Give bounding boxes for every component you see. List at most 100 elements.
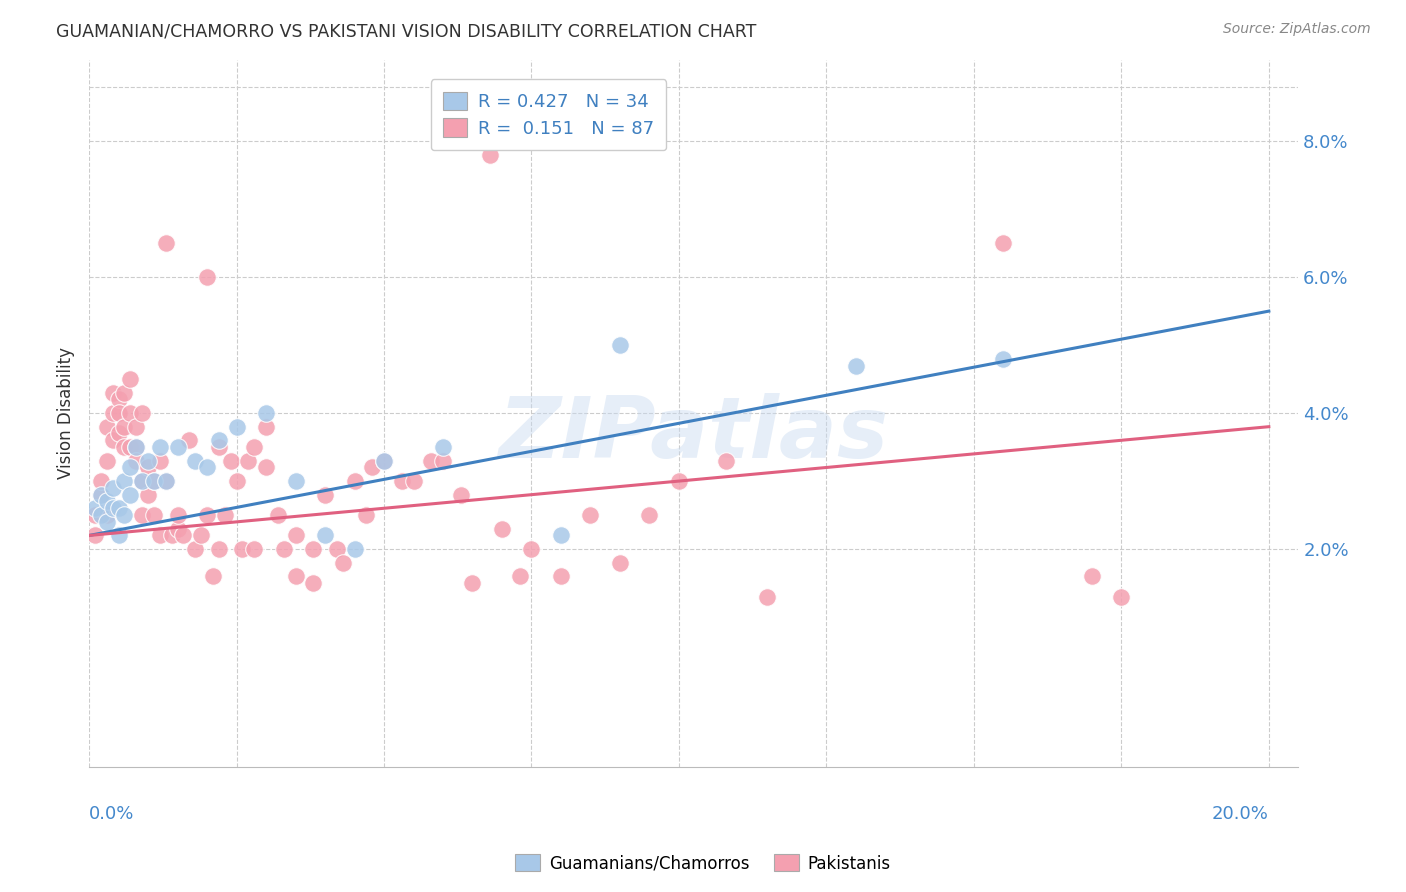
Point xyxy=(149,453,172,467)
Point xyxy=(638,508,661,522)
Point xyxy=(172,528,194,542)
Point xyxy=(432,440,454,454)
Point xyxy=(273,542,295,557)
Point xyxy=(284,569,307,583)
Text: GUAMANIAN/CHAMORRO VS PAKISTANI VISION DISABILITY CORRELATION CHART: GUAMANIAN/CHAMORRO VS PAKISTANI VISION D… xyxy=(56,22,756,40)
Point xyxy=(208,542,231,557)
Point xyxy=(131,508,153,522)
Point xyxy=(609,338,631,352)
Point xyxy=(190,528,212,542)
Point xyxy=(90,488,112,502)
Point xyxy=(491,522,513,536)
Point xyxy=(114,508,136,522)
Point xyxy=(84,508,107,522)
Point xyxy=(195,270,218,285)
Legend: Guamanians/Chamorros, Pakistanis: Guamanians/Chamorros, Pakistanis xyxy=(509,847,897,880)
Point xyxy=(90,474,112,488)
Point xyxy=(373,453,395,467)
Point xyxy=(201,569,224,583)
Point xyxy=(243,440,266,454)
Point xyxy=(136,460,159,475)
Point xyxy=(101,501,124,516)
Point xyxy=(714,453,737,467)
Point xyxy=(254,419,277,434)
Point xyxy=(96,508,118,522)
Point xyxy=(373,453,395,467)
Point xyxy=(402,474,425,488)
Point xyxy=(125,440,148,454)
Point xyxy=(993,351,1015,366)
Point xyxy=(166,508,188,522)
Point xyxy=(114,385,136,400)
Point xyxy=(314,488,336,502)
Point xyxy=(267,508,290,522)
Point xyxy=(461,576,484,591)
Point xyxy=(107,426,129,441)
Point xyxy=(579,508,602,522)
Point xyxy=(107,406,129,420)
Point xyxy=(450,488,472,502)
Text: 0.0%: 0.0% xyxy=(89,805,135,823)
Point xyxy=(90,508,112,522)
Point xyxy=(219,453,242,467)
Point xyxy=(179,434,201,448)
Point xyxy=(356,508,378,522)
Point xyxy=(131,474,153,488)
Point xyxy=(120,406,142,420)
Point xyxy=(149,440,172,454)
Point xyxy=(845,359,868,373)
Point xyxy=(101,406,124,420)
Point xyxy=(96,515,118,529)
Point xyxy=(142,474,165,488)
Point xyxy=(208,440,231,454)
Point xyxy=(343,474,366,488)
Point xyxy=(155,236,177,251)
Point xyxy=(101,385,124,400)
Point xyxy=(284,528,307,542)
Point xyxy=(214,508,236,522)
Point xyxy=(668,474,690,488)
Point xyxy=(550,528,572,542)
Point xyxy=(136,488,159,502)
Point xyxy=(302,542,325,557)
Text: 20.0%: 20.0% xyxy=(1212,805,1268,823)
Point xyxy=(90,488,112,502)
Point xyxy=(243,542,266,557)
Point xyxy=(125,453,148,467)
Point xyxy=(107,392,129,407)
Text: Source: ZipAtlas.com: Source: ZipAtlas.com xyxy=(1223,22,1371,37)
Point xyxy=(131,474,153,488)
Point xyxy=(1111,590,1133,604)
Point xyxy=(155,474,177,488)
Point xyxy=(101,434,124,448)
Point xyxy=(120,440,142,454)
Point xyxy=(284,474,307,488)
Point xyxy=(84,528,107,542)
Point xyxy=(120,460,142,475)
Point xyxy=(142,474,165,488)
Point xyxy=(155,474,177,488)
Point xyxy=(101,481,124,495)
Point xyxy=(225,419,247,434)
Text: ZIPatlas: ZIPatlas xyxy=(499,392,889,475)
Point xyxy=(479,148,502,162)
Point xyxy=(231,542,253,557)
Point xyxy=(120,488,142,502)
Point xyxy=(550,569,572,583)
Point xyxy=(520,542,543,557)
Point xyxy=(96,494,118,508)
Point xyxy=(114,474,136,488)
Point xyxy=(314,528,336,542)
Point xyxy=(136,453,159,467)
Legend: R = 0.427   N = 34, R =  0.151   N = 87: R = 0.427 N = 34, R = 0.151 N = 87 xyxy=(430,79,666,151)
Point xyxy=(184,542,207,557)
Point xyxy=(107,501,129,516)
Point xyxy=(343,542,366,557)
Point xyxy=(332,556,354,570)
Point xyxy=(254,460,277,475)
Point xyxy=(107,528,129,542)
Point xyxy=(195,508,218,522)
Point xyxy=(609,556,631,570)
Point xyxy=(195,460,218,475)
Point xyxy=(326,542,349,557)
